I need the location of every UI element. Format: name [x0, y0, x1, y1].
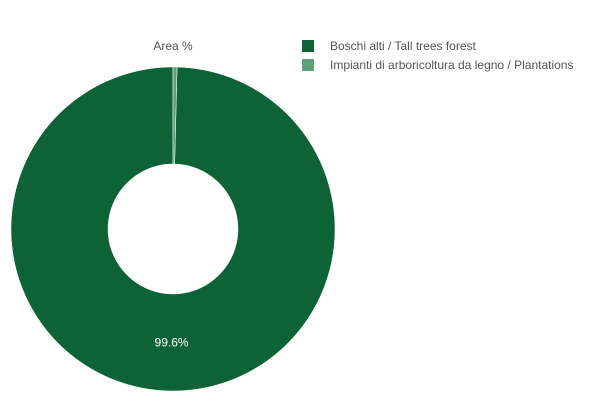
legend-swatch-tall-trees-forest [302, 40, 314, 52]
legend-swatch-plantations [302, 59, 314, 71]
legend-label-tall-trees-forest: Boschi alti / Tall trees forest [330, 39, 476, 53]
slice-label-tall-trees-forest: 99.6% [155, 335, 189, 349]
legend-item-plantations[interactable]: Impianti di arboricoltura da legno / Pla… [302, 56, 573, 74]
chart-legend: Boschi alti / Tall trees forest Impianti… [302, 37, 573, 75]
legend-label-plantations: Impianti di arboricoltura da legno / Pla… [330, 58, 574, 72]
slice-tall-trees-forest[interactable] [10, 66, 336, 392]
slice-plantations[interactable] [172, 66, 178, 165]
chart-title: Area % [153, 39, 193, 53]
legend-item-tall-trees-forest[interactable]: Boschi alti / Tall trees forest [302, 37, 573, 55]
